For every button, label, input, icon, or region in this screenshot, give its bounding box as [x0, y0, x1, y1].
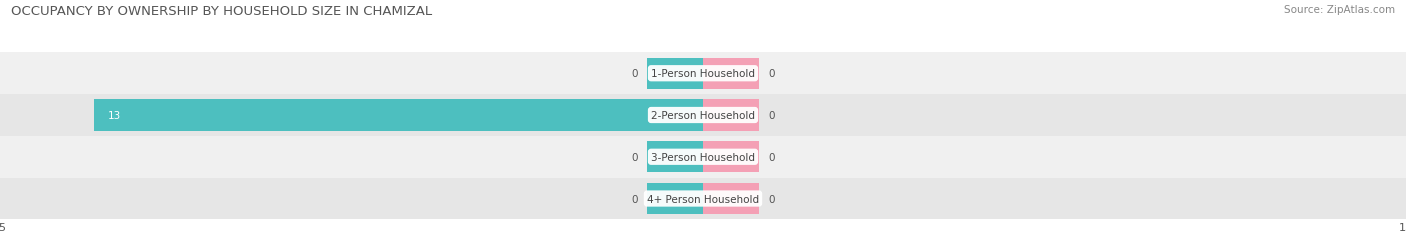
Text: Source: ZipAtlas.com: Source: ZipAtlas.com: [1284, 5, 1395, 15]
Text: 0: 0: [631, 69, 637, 79]
Bar: [0, 53, 1406, 95]
Text: 4+ Person Household: 4+ Person Household: [647, 194, 759, 204]
Text: 0: 0: [769, 110, 775, 121]
Text: 13: 13: [108, 110, 121, 121]
Bar: [703, 100, 759, 131]
Bar: [703, 141, 759, 173]
Text: OCCUPANCY BY OWNERSHIP BY HOUSEHOLD SIZE IN CHAMIZAL: OCCUPANCY BY OWNERSHIP BY HOUSEHOLD SIZE…: [11, 5, 433, 18]
Bar: [703, 58, 759, 89]
Bar: [703, 183, 759, 214]
Text: 0: 0: [631, 194, 637, 204]
Text: 0: 0: [769, 152, 775, 162]
Bar: [0, 136, 1406, 178]
Text: 1-Person Household: 1-Person Household: [651, 69, 755, 79]
Text: 0: 0: [631, 152, 637, 162]
Text: 2-Person Household: 2-Person Household: [651, 110, 755, 121]
Bar: [647, 58, 703, 89]
Bar: [647, 141, 703, 173]
Text: 0: 0: [769, 69, 775, 79]
Text: 3-Person Household: 3-Person Household: [651, 152, 755, 162]
Bar: [0, 95, 1406, 136]
Bar: [0, 178, 1406, 219]
Bar: [647, 183, 703, 214]
Bar: [94, 100, 703, 131]
Text: 0: 0: [769, 194, 775, 204]
